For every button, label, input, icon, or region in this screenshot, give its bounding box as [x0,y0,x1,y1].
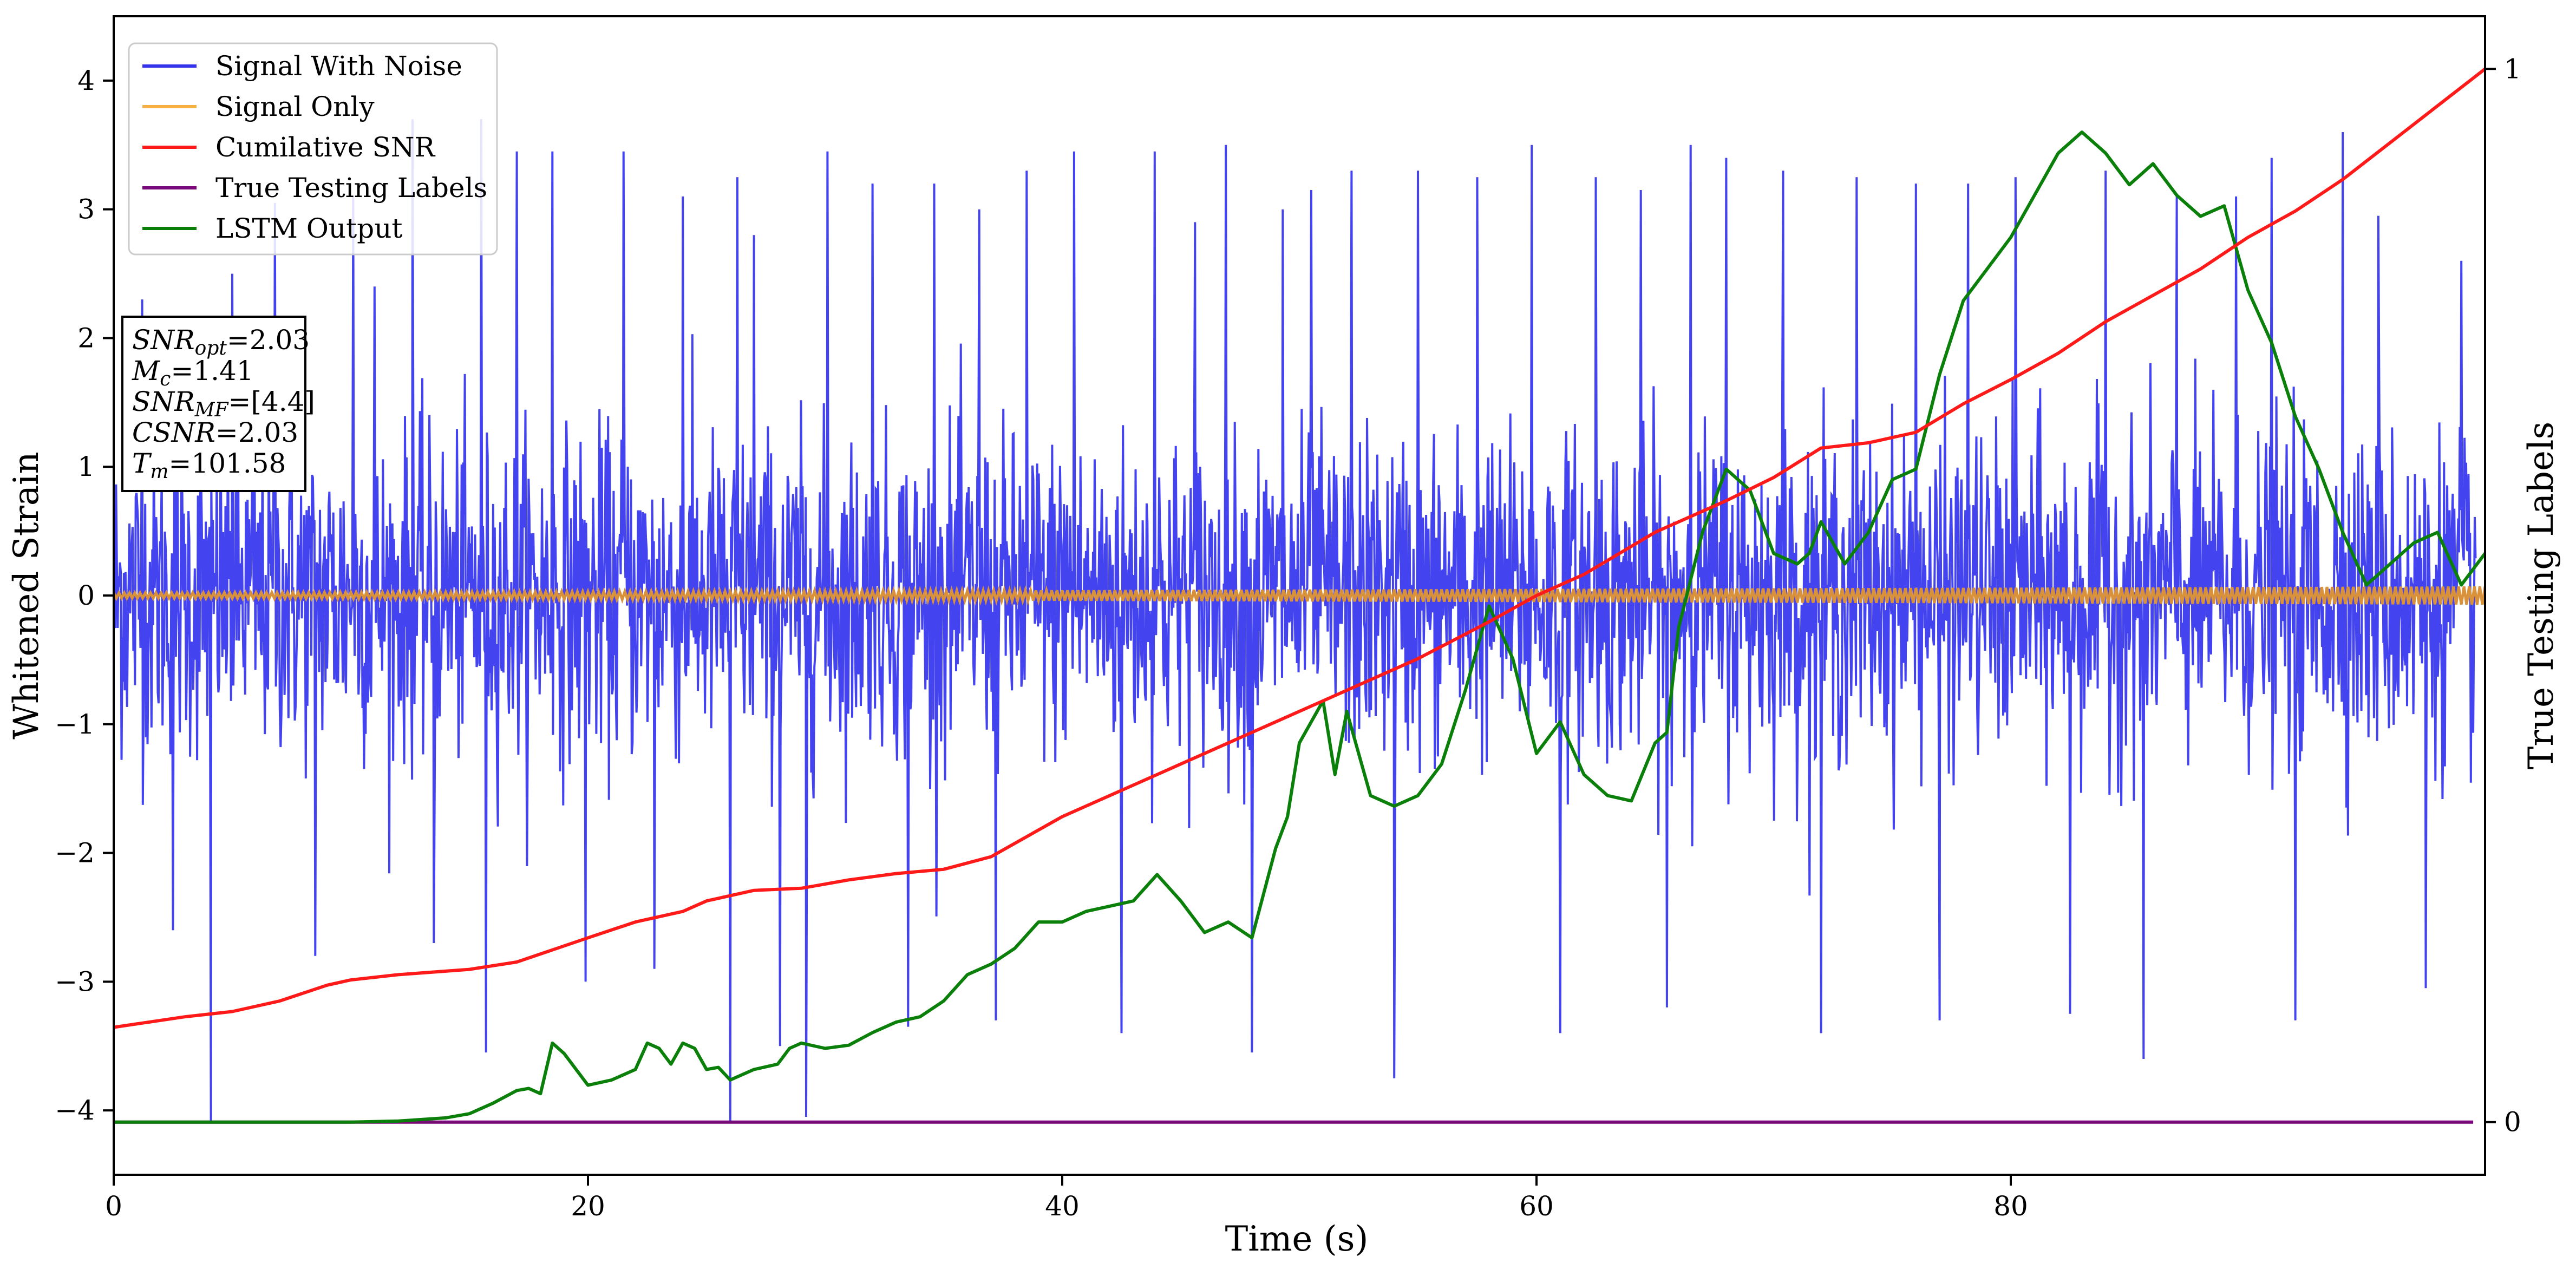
y2-tick-label: 1 [2504,53,2521,84]
y-tick-label: −2 [55,837,95,869]
x-tick-label: 0 [105,1190,122,1222]
annotation-line: SNRopt=2.03 [132,324,310,359]
y-tick-label: −3 [55,966,95,997]
y-tick-label: 3 [77,194,95,225]
legend-item-label: Cumilative SNR [215,132,435,163]
series-cumulative-snr [114,67,2485,1029]
y-tick-label: 0 [77,580,95,611]
series-signal-only [114,585,2485,606]
parameter-annotation-box: SNRopt=2.03Mc=1.41SNRMF=[4.4]CSNR=2.03Tm… [121,316,315,492]
y-tick-label: −4 [55,1095,95,1126]
legend: Signal With Noise Signal Only Cumilative S… [128,42,498,256]
y-axis-label: Whitened Strain [6,451,47,739]
y-tick-label: −1 [55,709,95,740]
annotation-frame [121,316,306,492]
annotation-line: Mc=1.41 [132,355,254,390]
series-lstm-output [114,130,2485,1124]
legend-box [128,42,498,256]
annotation-line: SNRMF=[4.4] [132,386,315,421]
x-tick-label: 40 [1045,1190,1080,1222]
annotation-line: CSNR=2.03 [132,417,298,448]
y2-tick-label: 0 [2504,1107,2521,1138]
y-tick-label: 1 [77,451,95,482]
series-signal-with-noise [114,119,2477,1123]
legend-item-label: LSTM Output [215,213,402,244]
y-tick-label: 4 [77,65,95,96]
x-tick-label: 20 [571,1190,605,1222]
legend-item-label: True Testing Labels [215,172,487,204]
x-axis-label: Time (s) [1225,1219,1369,1259]
y2-axis-label: True Testing Labels [2521,422,2561,770]
plot-area [114,67,2485,1124]
annotation-line: Tm=101.58 [132,448,286,483]
legend-item-label: Signal Only [215,91,375,122]
x-tick-label: 60 [1519,1190,1554,1222]
y-tick-label: 2 [77,322,95,354]
legend-item-label: Signal With Noise [215,50,462,82]
x-tick-label: 80 [1993,1190,2028,1222]
